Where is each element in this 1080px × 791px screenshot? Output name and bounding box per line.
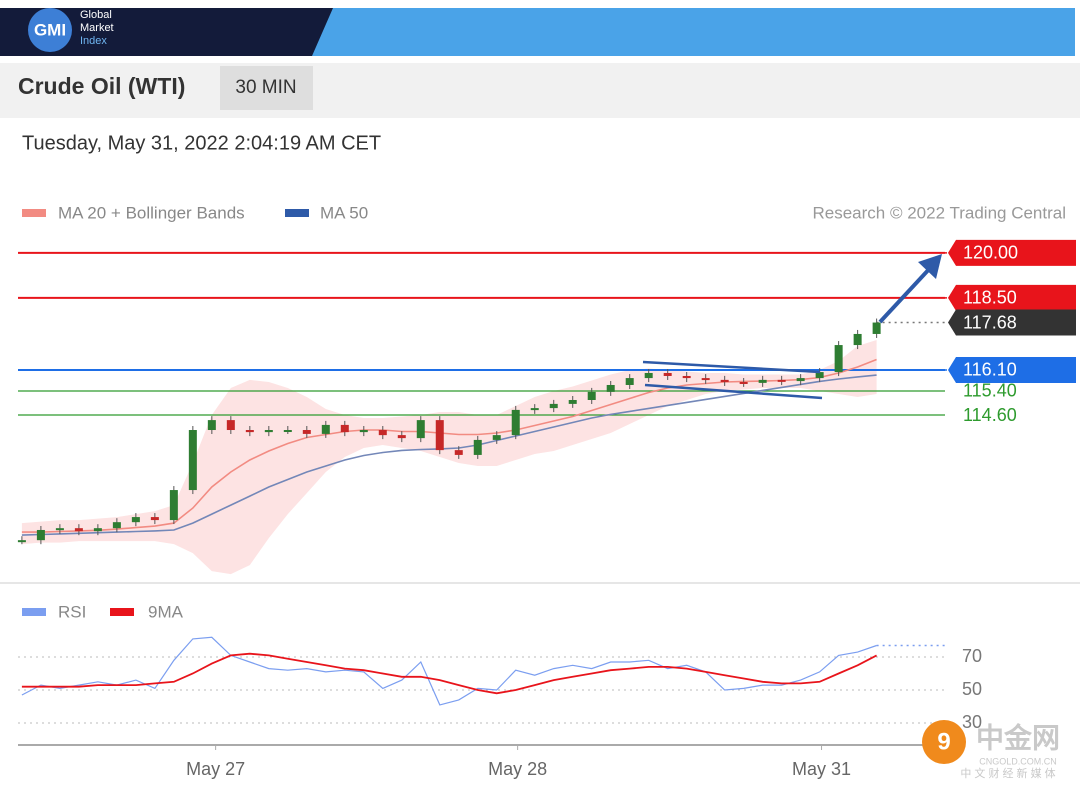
- legend-label: 9MA: [148, 602, 184, 621]
- candle: [492, 435, 501, 440]
- level-box: [948, 356, 1076, 383]
- candle: [454, 450, 463, 455]
- candle: [321, 424, 330, 434]
- candle: [17, 540, 26, 543]
- legend-swatch: [110, 608, 134, 616]
- logo-line: Market: [80, 22, 114, 34]
- candle: [74, 528, 83, 532]
- channel-line: [644, 383, 823, 400]
- candle: [625, 378, 634, 385]
- candle: [207, 420, 216, 431]
- x-tick-label: May 27: [186, 759, 245, 779]
- level-box: [948, 284, 1076, 311]
- candle: [644, 372, 653, 379]
- level-label: 115.40: [963, 381, 1017, 401]
- level-box: [948, 309, 1076, 336]
- ma-line: [21, 358, 877, 533]
- candle: [93, 528, 102, 532]
- candle: [663, 372, 672, 376]
- candle: [739, 381, 748, 384]
- channel-line: [642, 360, 821, 374]
- y-tick-label: 30: [962, 712, 982, 732]
- level-label: 120.00: [963, 243, 1018, 263]
- level-label: 114.60: [963, 405, 1017, 425]
- candle: [378, 430, 387, 436]
- candle: [131, 517, 140, 523]
- candle: [416, 420, 425, 439]
- watermark-site: CNGOLD.COM.CN: [979, 756, 1057, 766]
- candle: [435, 420, 444, 451]
- legend-swatch: [22, 209, 46, 217]
- title-bar: [0, 63, 1080, 118]
- timeframe-box[interactable]: [220, 66, 313, 110]
- candle: [568, 399, 577, 404]
- x-tick-label: May 28: [488, 759, 547, 779]
- candle: [112, 522, 121, 529]
- candle: [872, 322, 881, 334]
- candle: [169, 490, 178, 521]
- candle: [36, 529, 45, 541]
- candle: [226, 420, 235, 431]
- line-series: [21, 636, 877, 706]
- target-arrow-head: [918, 254, 942, 279]
- candle: [701, 378, 710, 381]
- timeframe[interactable]: 30 MIN: [235, 77, 296, 98]
- rsi-panel: 30 50 70 May 27 May 28 May 31 RSI 9MA: [18, 602, 982, 779]
- bollinger-band: [21, 340, 877, 575]
- legend-swatch: [285, 209, 309, 217]
- candle: [606, 384, 615, 392]
- y-tick-label: 50: [962, 679, 982, 699]
- watermark-logo: [922, 720, 966, 764]
- legend-label: MA 50: [320, 203, 368, 222]
- candle: [397, 435, 406, 439]
- candle: [188, 430, 197, 491]
- candle: [682, 375, 691, 379]
- candle: [150, 517, 159, 521]
- candle: [815, 372, 824, 379]
- level-label: 118.50: [963, 288, 1017, 308]
- candle: [55, 528, 64, 531]
- candle: [720, 379, 729, 382]
- candle: [340, 424, 349, 433]
- candle: [530, 408, 539, 411]
- candle: [758, 379, 767, 383]
- legend-label: MA 20 + Bollinger Bands: [58, 203, 245, 222]
- level-label: 116.10: [963, 360, 1017, 380]
- candle: [473, 439, 482, 455]
- watermark-logo-mark: 9: [937, 728, 950, 755]
- logo-line: Index: [80, 35, 107, 47]
- y-tick-label: 70: [962, 646, 982, 666]
- candle: [796, 378, 805, 382]
- legend-swatch: [22, 608, 46, 616]
- logo-line: Global: [80, 9, 112, 21]
- watermark-brand: 中金网: [976, 721, 1060, 753]
- candle: [853, 333, 862, 346]
- candle: [359, 430, 368, 433]
- candle: [302, 430, 311, 434]
- candle: [834, 345, 843, 373]
- target-arrow: [878, 264, 934, 324]
- candle: [283, 430, 292, 433]
- x-tick-label: May 31: [792, 759, 851, 779]
- candle: [549, 403, 558, 409]
- ma-line: [21, 374, 877, 536]
- candle: [511, 409, 520, 436]
- level-label: 117.68: [963, 312, 1017, 332]
- title: Crude Oil (WTI): [18, 73, 185, 99]
- logo-circle: [28, 8, 72, 52]
- source: Research © 2022 Trading Central: [813, 203, 1067, 222]
- candle: [245, 430, 254, 433]
- watermark-tagline: 中 文 财 经 新 媒 体: [960, 766, 1055, 780]
- timestamp: Tuesday, May 31, 2022 2:04:19 AM CET: [22, 132, 381, 154]
- line-series: [21, 652, 878, 695]
- candle: [264, 430, 273, 433]
- logo-text: GMI: [34, 20, 66, 39]
- candle: [587, 391, 596, 400]
- legend-label: RSI: [58, 602, 86, 621]
- level-box: [948, 239, 1076, 266]
- logo-panel: [0, 8, 333, 56]
- candle: [777, 379, 786, 382]
